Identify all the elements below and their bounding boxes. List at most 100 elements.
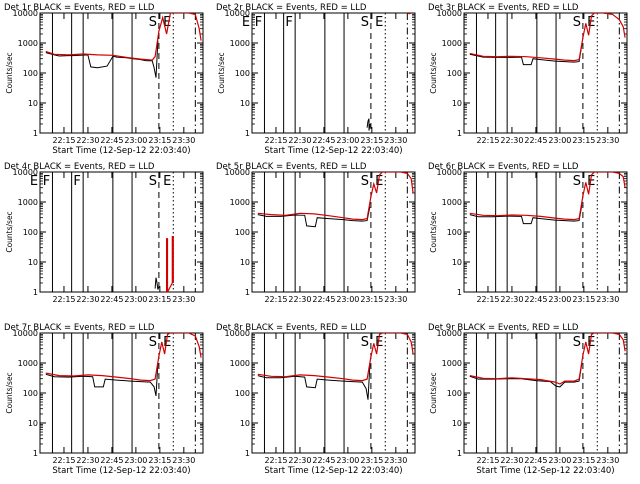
x-tick-label: 23:30 (596, 136, 619, 145)
detector-panel-6: Det 6r BLACK = Events, RED = LLD 1 10 100 10… (428, 162, 628, 304)
panel-title: Det 7r BLACK = Events, RED = LLD (4, 323, 155, 333)
series-events-line (469, 362, 583, 388)
series-events-line (366, 118, 371, 131)
series-events-line (257, 206, 371, 228)
x-tick-label: 22:45 (524, 456, 547, 465)
y-tick-label: 10000 (225, 329, 250, 338)
series-lld-line (469, 13, 626, 62)
x-tick-label: 23:30 (172, 136, 195, 145)
series-events-line (469, 44, 583, 66)
y-tick-label: 10 (452, 99, 462, 108)
detector-panel-7: Det 7r BLACK = Events, RED = LLD 1 10 100 10… (4, 323, 204, 476)
x-tick-label: 22:45 (100, 456, 123, 465)
plot-frame (251, 171, 416, 293)
x-tick-label: 23:15 (572, 136, 595, 145)
marker-label: E (587, 174, 595, 189)
series-events-line (45, 362, 159, 397)
panel-title: Det 9r BLACK = Events, RED = LLD (428, 323, 579, 333)
y-axis-label: Counts/sec (5, 52, 14, 93)
marker-label: F (285, 15, 292, 30)
series-lld-line (45, 333, 202, 382)
x-tick-label: 22:45 (312, 456, 335, 465)
x-tick-label: 22:45 (100, 136, 123, 145)
y-tick-label: 100 (235, 228, 250, 237)
x-tick-label: 22:30 (76, 456, 99, 465)
x-tick-label: 23:30 (172, 456, 195, 465)
y-tick-label: 100 (23, 228, 38, 237)
x-tick-label: 22:15 (264, 456, 287, 465)
y-tick-label: 1000 (18, 359, 38, 368)
x-tick-label: 22:15 (476, 456, 499, 465)
y-tick-label: 100 (447, 69, 462, 78)
plot-frame (39, 12, 204, 134)
x-tick-label: 23:15 (572, 456, 595, 465)
y-tick-label: 1000 (230, 39, 250, 48)
y-tick-label: 1000 (18, 198, 38, 207)
y-tick-label: 1000 (230, 359, 250, 368)
y-tick-label: 100 (23, 69, 38, 78)
series-events-line (154, 277, 160, 290)
x-tick-label: 23:15 (148, 456, 171, 465)
y-tick-label: 1 (457, 288, 462, 297)
y-tick-label: 10000 (225, 168, 250, 177)
y-tick-label: 1 (33, 449, 38, 458)
x-tick-label: 22:30 (500, 295, 523, 304)
detector-panel-3: Det 3r BLACK = Events, RED = LLD 1 10 100 10… (428, 3, 628, 145)
marker-label: S (573, 15, 581, 30)
x-tick-label: 23:00 (124, 295, 147, 304)
marker-label: E (375, 15, 383, 30)
y-tick-label: 10 (28, 99, 38, 108)
x-tick-label: 23:30 (596, 295, 619, 304)
y-tick-label: 10000 (437, 168, 462, 177)
x-tick-label: 22:30 (288, 456, 311, 465)
y-tick-label: 10000 (13, 9, 38, 18)
series-lld-line (257, 172, 414, 221)
y-tick-label: 100 (23, 389, 38, 398)
panel-title: Det 1r BLACK = Events, RED = LLD (4, 3, 155, 13)
x-tick-label: 22:30 (76, 295, 99, 304)
marker-label: S (573, 335, 581, 350)
y-axis-label: Counts/sec (5, 372, 14, 413)
y-tick-label: 1000 (442, 198, 462, 207)
marker-label: S (361, 174, 369, 189)
x-tick-label: 23:00 (548, 456, 571, 465)
marker-label: F (255, 15, 262, 30)
x-tick-label: 22:30 (76, 136, 99, 145)
detector-panel-9: Det 9r BLACK = Events, RED = LLD 1 10 100 10… (428, 323, 628, 476)
y-tick-label: 10000 (13, 168, 38, 177)
x-tick-label: 22:30 (500, 136, 523, 145)
panel-title: Det 3r BLACK = Events, RED = LLD (428, 3, 579, 13)
series-lld-line (469, 172, 626, 221)
plot-frame (39, 171, 204, 293)
x-tick-label: 23:30 (384, 295, 407, 304)
marker-label: S (149, 335, 157, 350)
marker-label: E (375, 174, 383, 189)
x-tick-label: 22:15 (52, 136, 75, 145)
x-tick-label: 22:45 (312, 295, 335, 304)
marker-label: S (573, 174, 581, 189)
y-axis-label: Counts/sec (429, 52, 438, 93)
y-tick-label: 10 (28, 258, 38, 267)
plot-frame (463, 12, 628, 134)
x-tick-label: 22:45 (312, 136, 335, 145)
x-axis-label: Start Time (12-Sep-12 22:03:40) (264, 466, 402, 476)
x-tick-label: 22:15 (476, 295, 499, 304)
detector-panel-4: Det 4r BLACK = Events, RED = LLD 1 10 100 10… (4, 162, 204, 304)
marker-label: E (163, 174, 171, 189)
y-tick-label: 1000 (230, 198, 250, 207)
plot-frame (251, 12, 416, 134)
marker-label: F (73, 174, 80, 189)
x-tick-label: 22:15 (52, 456, 75, 465)
y-tick-label: 10 (452, 258, 462, 267)
y-tick-label: 10 (28, 419, 38, 428)
y-axis-label: Counts/sec (429, 372, 438, 413)
x-tick-label: 23:00 (336, 136, 359, 145)
x-tick-label: 22:45 (100, 295, 123, 304)
panel-title: Det 4r BLACK = Events, RED = LLD (4, 162, 155, 172)
y-tick-label: 1000 (18, 39, 38, 48)
y-axis-label: Counts/sec (5, 211, 14, 252)
detector-panel-1: Det 1r BLACK = Events, RED = LLD 1 10 100 10… (4, 3, 204, 156)
series-events-line (257, 364, 371, 400)
x-tick-label: 23:30 (384, 456, 407, 465)
